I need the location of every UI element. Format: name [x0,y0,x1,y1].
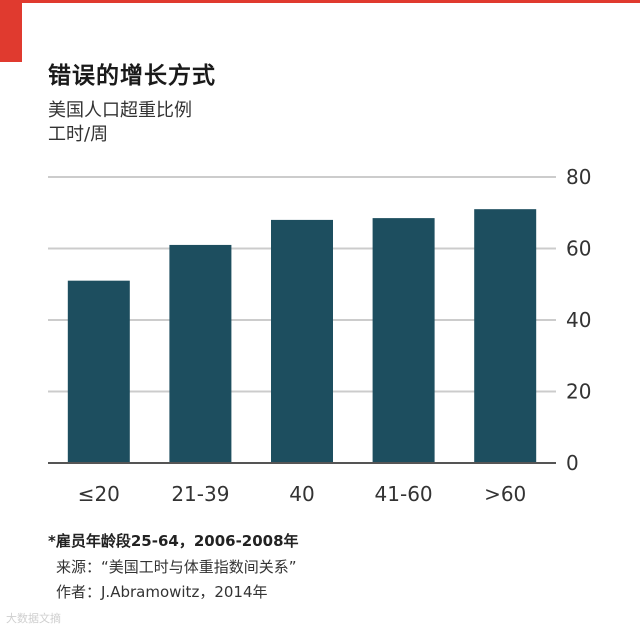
footnote: *雇员年龄段25-64，2006-2008年 [48,532,299,550]
bar [67,280,130,463]
y-tick-label: 20 [566,380,591,404]
y-tick-label: 60 [566,237,591,261]
x-category-label: 40 [289,482,314,506]
chart-title: 错误的增长方式 [48,63,216,89]
chart-subtitle: 美国人口超重比例 [48,100,192,121]
bar [372,218,435,463]
x-category-label: 41-60 [375,482,433,506]
bar [169,244,232,463]
y-tick-label: 0 [566,451,579,475]
source-note: 来源：“美国工时与体重指数间关系” [56,558,297,576]
y-tick-label: 80 [566,165,591,189]
red-accent-tab [0,0,22,62]
y-axis-ticks: 0 20 40 60 80 [566,165,591,475]
y-tick-label: 40 [566,308,591,332]
x-category-label: 21-39 [171,482,229,506]
bar-layer [67,209,537,463]
x-axis-categories: ≤20 21-39 40 41-60 >60 [78,482,527,506]
author-note: 作者：J.Abramowitz，2014年 [56,583,268,601]
watermark-text: 大数据文摘 [6,612,61,625]
x-category-label: ≤20 [78,482,120,506]
chart-unit-label: 工时/周 [48,124,109,145]
bar [474,209,537,463]
bar [271,219,333,463]
x-category-label: >60 [484,482,526,506]
top-accent-rule [0,0,640,3]
